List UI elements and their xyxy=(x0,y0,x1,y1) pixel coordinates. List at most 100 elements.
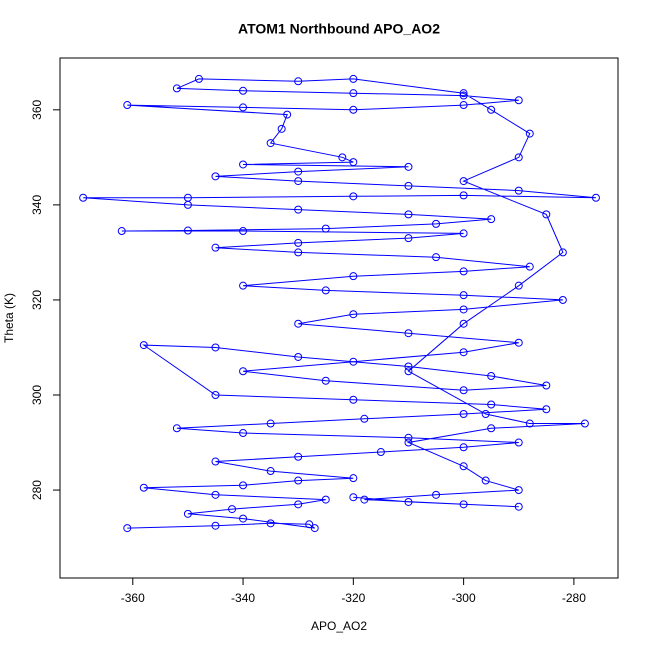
x-tick-label: -300 xyxy=(452,591,476,605)
data-point xyxy=(239,86,248,95)
data-line xyxy=(83,78,596,529)
data-point xyxy=(239,481,248,490)
data-point xyxy=(294,476,303,485)
data-point xyxy=(404,497,413,506)
data-point xyxy=(558,295,567,304)
data-point xyxy=(459,305,468,314)
data-point xyxy=(294,352,303,361)
data-point xyxy=(139,341,148,350)
data-point xyxy=(79,193,88,202)
data-point xyxy=(459,386,468,395)
data-point xyxy=(239,514,248,523)
data-point xyxy=(172,424,181,433)
data-point xyxy=(294,452,303,461)
data-point xyxy=(580,419,589,428)
data-point xyxy=(123,524,132,533)
data-point xyxy=(183,193,192,202)
y-tick-label: 300 xyxy=(30,385,44,405)
data-point xyxy=(338,153,347,162)
data-point xyxy=(432,219,441,228)
data-point xyxy=(514,281,523,290)
y-axis-label: Theta (K) xyxy=(2,293,16,343)
data-point xyxy=(294,177,303,186)
data-point xyxy=(542,210,551,219)
data-point xyxy=(459,267,468,276)
data-point xyxy=(487,400,496,409)
data-point xyxy=(228,505,237,514)
data-point xyxy=(404,162,413,171)
data-point xyxy=(123,101,132,110)
data-point xyxy=(404,210,413,219)
data-point xyxy=(432,253,441,262)
data-point xyxy=(349,395,358,404)
data-point xyxy=(404,234,413,243)
data-point xyxy=(404,438,413,447)
data-point xyxy=(294,500,303,509)
data-point xyxy=(283,110,292,119)
data-point xyxy=(459,291,468,300)
data-point xyxy=(459,348,468,357)
data-point xyxy=(404,181,413,190)
data-point xyxy=(360,414,369,423)
data-point xyxy=(277,124,286,133)
data-point xyxy=(349,272,358,281)
data-point xyxy=(117,227,126,236)
data-point xyxy=(211,343,220,352)
data-point xyxy=(349,493,358,502)
data-point xyxy=(239,367,248,376)
data-point xyxy=(514,153,523,162)
data-point xyxy=(266,519,275,528)
data-point xyxy=(514,186,523,195)
data-point xyxy=(294,319,303,328)
data-point xyxy=(305,520,314,529)
data-point xyxy=(459,89,468,98)
data-point xyxy=(139,483,148,492)
data-point xyxy=(321,376,330,385)
data-point xyxy=(481,476,490,485)
data-point xyxy=(239,227,248,236)
data-point xyxy=(360,495,369,504)
data-point xyxy=(266,467,275,476)
data-point xyxy=(321,495,330,504)
data-point xyxy=(349,89,358,98)
data-point xyxy=(349,474,358,483)
data-point xyxy=(591,193,600,202)
x-axis-label: APO_AO2 xyxy=(311,619,367,633)
data-point xyxy=(459,91,468,100)
data-point xyxy=(349,158,358,167)
data-point xyxy=(542,381,551,390)
data-point xyxy=(239,429,248,438)
data-point xyxy=(459,462,468,471)
data-point xyxy=(239,160,248,169)
data-point xyxy=(525,129,534,138)
x-tick-label: -320 xyxy=(341,591,365,605)
data-point xyxy=(525,262,534,271)
data-point xyxy=(183,226,192,235)
data-point xyxy=(514,502,523,511)
data-point xyxy=(266,419,275,428)
data-point xyxy=(349,105,358,114)
data-point xyxy=(459,500,468,509)
data-point xyxy=(321,286,330,295)
data-point xyxy=(310,524,319,533)
data-point xyxy=(211,243,220,252)
data-point xyxy=(459,229,468,238)
data-point xyxy=(487,371,496,380)
data-point xyxy=(459,319,468,328)
plot-frame xyxy=(59,57,619,579)
x-tick-label: -340 xyxy=(231,591,255,605)
data-point xyxy=(239,281,248,290)
x-tick-label: -280 xyxy=(562,591,586,605)
data-point xyxy=(349,310,358,319)
data-point xyxy=(542,405,551,414)
data-point xyxy=(514,486,523,495)
data-point xyxy=(404,329,413,338)
data-point xyxy=(294,77,303,86)
data-point xyxy=(459,101,468,110)
y-tick-label: 340 xyxy=(30,195,44,215)
data-point xyxy=(172,84,181,93)
data-point xyxy=(211,457,220,466)
data-point xyxy=(211,490,220,499)
